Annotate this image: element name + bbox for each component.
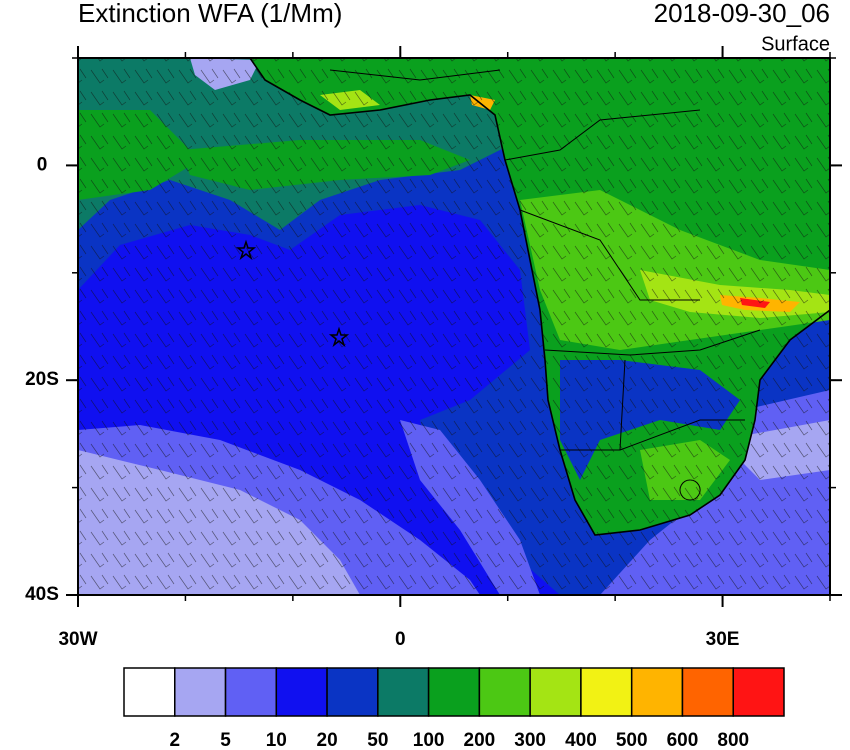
colorbar-label: 2 (169, 730, 180, 750)
colorbar-box (630, 667, 684, 717)
colorbar-box (224, 667, 278, 717)
colorbar-box (427, 667, 481, 717)
colorbar-box (377, 667, 430, 717)
colorbar-box (580, 667, 633, 717)
colorbar-box (174, 667, 227, 717)
colorbar-label: 200 (464, 730, 496, 750)
colorbar-label: 50 (367, 730, 388, 750)
minor-ticks (72, 52, 836, 601)
site-marker (235, 239, 350, 348)
y-tick-label: 20S (25, 369, 59, 390)
level-label: Surface (761, 33, 830, 55)
colorbar-box (123, 667, 176, 717)
borders (329, 69, 761, 501)
colorbar-box (326, 667, 379, 717)
colorbar-label: 300 (514, 730, 546, 750)
colorbar-box (478, 667, 531, 717)
x-tick-label: 30W (58, 629, 97, 650)
y-tick-label: 0 (37, 154, 48, 175)
y-tick-label: 40S (25, 584, 59, 605)
colorbar-label: 400 (565, 730, 597, 750)
colorbar-label: 20 (317, 730, 338, 750)
datetime: 2018-09-30_06 (654, 0, 830, 28)
colorbar-label: 800 (717, 730, 749, 750)
x-tick-label: 30E (706, 629, 740, 650)
field (78, 58, 830, 595)
colorbar-box (529, 667, 582, 717)
colorbar-box (275, 667, 328, 717)
title: Extinction WFA (1/Mm) (78, 0, 342, 28)
colorbar-label: 5 (220, 730, 231, 750)
coastline (249, 58, 830, 536)
colorbar-label: 600 (667, 730, 699, 750)
x-tick-label: 0 (395, 629, 406, 650)
colorbar-box (681, 667, 734, 717)
colorbar: 2 5 10 20 50 100 200 300 400 500 600 800 (123, 667, 785, 750)
plot-frame (77, 57, 831, 596)
wind-barbs (78, 58, 830, 595)
axes: 30W 0 30E 0 20S 40S (25, 46, 842, 650)
colorbar-label: 100 (413, 730, 445, 750)
colorbar-label: 500 (616, 730, 648, 750)
colorbar-label: 10 (266, 730, 287, 750)
colorbar-box (732, 667, 785, 717)
